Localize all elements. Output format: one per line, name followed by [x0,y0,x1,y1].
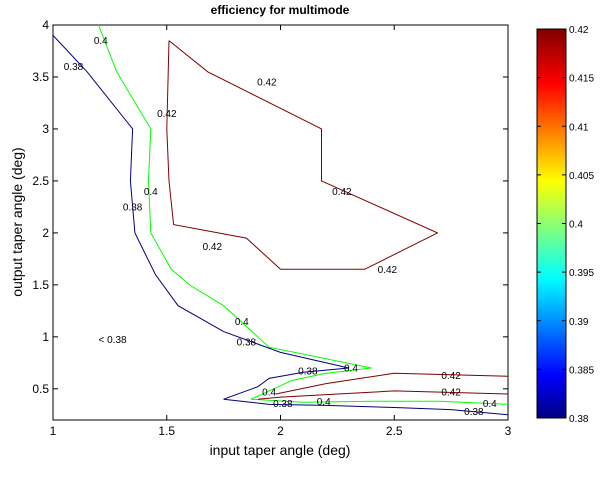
contour-label: 0.42 [441,371,461,382]
contour-line-0_42-0 [166,40,439,270]
contour-label: 0.38 [237,338,257,349]
contour-label: 0.38 [273,399,293,410]
chart-title: efficiency for multimode [211,3,350,17]
contour-label: 0.38 [123,202,143,213]
x-axis-label: input taper angle (deg) [210,442,351,458]
y-axis-label: output taper angle (deg) [9,147,25,296]
contour-label: 0.42 [332,187,352,198]
contour-label: 0.42 [441,387,461,398]
colorbar-tick-label: 0.415 [569,74,594,85]
colorbar-tick-label: 0.395 [569,268,594,279]
y-tick-label: 2.5 [32,174,49,188]
colorbar-tick-label: 0.385 [569,365,594,376]
contour-label: 0.42 [257,78,277,89]
contour-line-0_4-1 [250,367,508,405]
contour-label: 0.42 [378,265,398,276]
contour-line-0_42-1 [275,372,508,395]
contour-label: 0.38 [64,62,84,73]
colorbar-tick-label: 0.405 [569,171,594,182]
x-tick-label: 2.5 [386,424,403,438]
colorbar [536,28,567,419]
contour-label: 0.4 [483,399,497,410]
colorbar-tick-label: 0.4 [569,220,583,231]
contour-label: 0.4 [144,187,158,198]
x-tick-label: 3 [505,424,512,438]
plot-area [52,24,509,421]
contour-line-0_4-0 [98,25,372,369]
contour-line-0_38-0 [53,35,349,369]
y-tick-label: 3 [42,122,49,136]
contour-line-0_38-1 [223,367,508,416]
y-tick-label: 0.5 [32,382,49,396]
contour-label: 0.42 [203,242,223,253]
contour-label: 0.38 [464,407,484,418]
x-tick-label: 1 [50,424,57,438]
colorbar-tick-label: 0.42 [569,25,589,36]
x-tick-label: 2 [277,424,284,438]
contour-label: 0.42 [157,109,177,120]
contour-label: 0.4 [344,364,358,375]
colorbar-tick-label: 0.41 [569,122,589,133]
contour-label: 0.38 [298,367,318,378]
contour-line-0_42-2 [257,390,508,400]
contour-label: 0.4 [317,397,331,408]
colorbar-tick-label: 0.38 [569,414,589,425]
y-tick-label: 1.5 [32,278,49,292]
contour-label: 0.4 [94,36,108,47]
below-range-annotation: < 0.38 [99,335,128,346]
contour-label: 0.4 [235,317,249,328]
y-tick-label: 4 [42,18,49,32]
y-tick-label: 2 [42,226,49,240]
y-tick-label: 3.5 [32,70,49,84]
x-tick-label: 1.5 [158,424,175,438]
colorbar-tick-label: 0.39 [569,317,589,328]
contour-label: 0.4 [262,387,276,398]
y-tick-label: 1 [42,330,49,344]
